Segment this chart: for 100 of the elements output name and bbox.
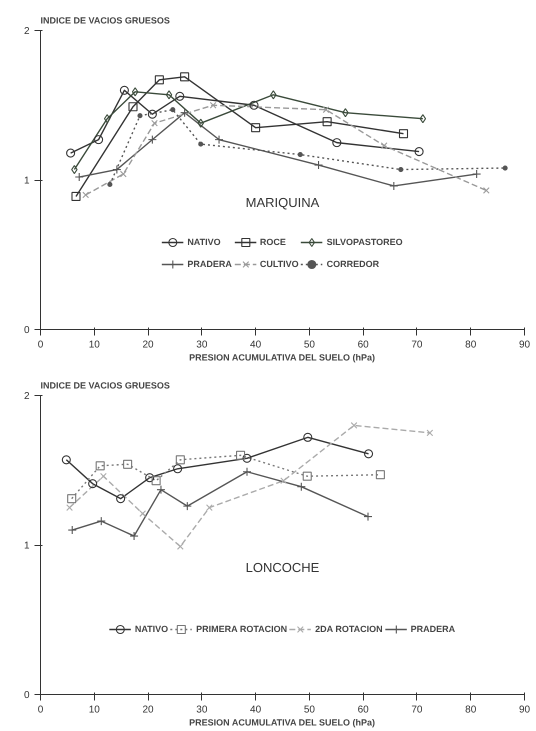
point [482, 187, 490, 194]
point [420, 114, 426, 124]
x-tick-label: 0 [38, 704, 44, 716]
x-tick-label: 10 [88, 704, 100, 716]
point [175, 92, 184, 101]
x-tick-label: 80 [465, 340, 477, 350]
point [152, 476, 161, 486]
x-tick-label: 30 [196, 340, 208, 350]
legend-label: NATIVO [187, 237, 221, 247]
point [280, 477, 287, 484]
point [112, 164, 122, 174]
point [170, 107, 176, 112]
point [123, 460, 132, 469]
point [342, 108, 349, 118]
point [148, 110, 157, 119]
point [398, 129, 408, 138]
x-tick-label: 0 [38, 340, 44, 350]
point [151, 120, 158, 127]
point [350, 422, 358, 429]
point [176, 543, 184, 550]
y-axis-title: INDICE DE VACIOS GRUESOS [40, 380, 170, 390]
point [389, 181, 398, 191]
point [120, 170, 127, 178]
point [363, 512, 373, 522]
y-tick-label: 1 [24, 176, 30, 186]
point [154, 75, 164, 84]
point [236, 450, 246, 460]
point [322, 106, 330, 114]
x-tick-label: 30 [196, 704, 208, 716]
legend-label: CULTIVO [260, 259, 299, 269]
point [104, 114, 110, 124]
x-tick-label: 70 [411, 340, 423, 350]
point [502, 165, 508, 171]
point [128, 102, 138, 112]
y-axis-title: INDICE DE VACIOS GRUESOS [40, 16, 170, 26]
x-tick-label: 50 [304, 704, 316, 716]
point [214, 135, 224, 144]
x-tick-label: 80 [465, 704, 477, 716]
point [176, 455, 185, 464]
point [270, 90, 277, 100]
y-tick-label: 0 [24, 325, 30, 336]
y-tick-label: 2 [24, 26, 30, 37]
point [180, 72, 190, 82]
x-tick-label: 60 [358, 704, 370, 716]
x-tick-label: 40 [250, 340, 262, 350]
x-tick-label: 40 [250, 704, 262, 716]
legend-label: PRADERA [410, 624, 456, 634]
point [210, 102, 217, 109]
text: LONCOCHE [246, 560, 320, 575]
point [96, 516, 106, 526]
x-axis-title: PRESION ACUMULATIVA DEL SUELO (hPa) [189, 718, 376, 728]
x-tick-label: 10 [88, 340, 100, 350]
legend-label: 2DA ROTACION [315, 624, 383, 634]
point [302, 472, 312, 481]
point [71, 192, 81, 201]
point [173, 464, 182, 474]
text: MARIQUINA [246, 194, 320, 210]
x-tick-label: 90 [518, 340, 530, 350]
point [139, 510, 146, 517]
point [68, 526, 77, 535]
point [74, 172, 84, 182]
y-tick-label: 1 [24, 540, 30, 552]
point [414, 147, 424, 156]
x-tick-label: 60 [358, 340, 370, 350]
point [100, 472, 107, 480]
point [182, 502, 192, 511]
point [314, 160, 324, 170]
point [298, 152, 303, 158]
point [296, 482, 306, 492]
point [426, 429, 434, 436]
point [148, 135, 157, 144]
x-tick-label: 20 [142, 704, 154, 716]
point [120, 86, 129, 95]
point [130, 531, 139, 541]
legend-label: PRIMERA ROTACION [196, 624, 288, 634]
legend-label: CORREDOR [326, 259, 380, 269]
legend-label: PRADERA [187, 259, 232, 269]
x-tick-label: 20 [142, 340, 154, 350]
point [242, 454, 252, 463]
legend-label: SILVOPASTOREO [326, 237, 403, 247]
point [332, 138, 342, 148]
y-tick-label: 0 [24, 690, 30, 701]
x-tick-label: 70 [411, 704, 423, 716]
point [156, 485, 166, 494]
x-tick-label: 90 [518, 704, 530, 716]
legend-label: ROCE [260, 237, 286, 247]
legend-label: NATIVO [134, 624, 168, 634]
point [67, 494, 76, 504]
point [376, 470, 385, 480]
point [62, 455, 71, 464]
point [132, 87, 138, 96]
point [303, 432, 312, 442]
point [66, 148, 76, 158]
x-axis-title: PRESION ACUMULATIVA DEL SUELO (hPa) [189, 352, 376, 362]
point [380, 142, 388, 149]
point [206, 504, 213, 512]
point [251, 123, 260, 132]
point [88, 479, 98, 488]
point [398, 166, 404, 172]
point [242, 467, 252, 476]
